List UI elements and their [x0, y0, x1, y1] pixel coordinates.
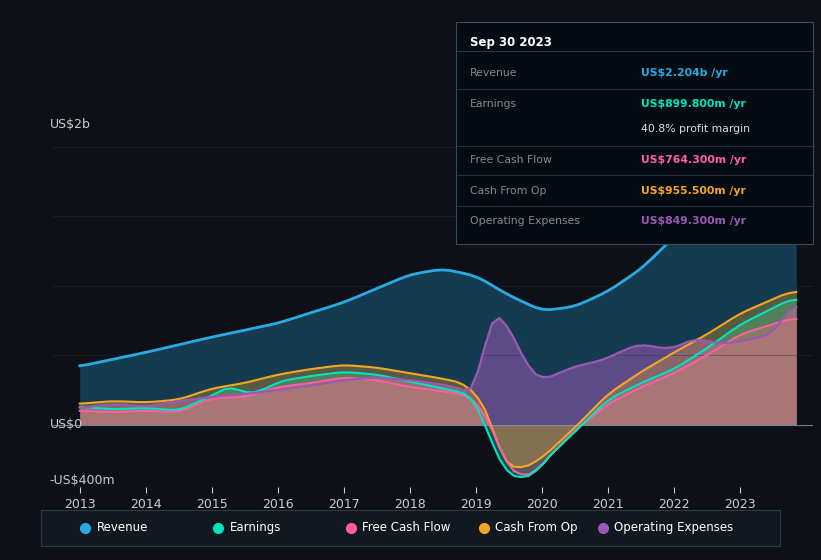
Text: US$2b: US$2b: [49, 118, 90, 131]
Text: Free Cash Flow: Free Cash Flow: [470, 155, 552, 165]
Text: Revenue: Revenue: [470, 68, 517, 78]
Text: US$899.800m /yr: US$899.800m /yr: [641, 99, 746, 109]
Text: Earnings: Earnings: [470, 99, 517, 109]
Text: Revenue: Revenue: [97, 521, 148, 534]
Text: Operating Expenses: Operating Expenses: [470, 217, 580, 226]
Text: US$955.500m /yr: US$955.500m /yr: [641, 185, 746, 195]
Text: Free Cash Flow: Free Cash Flow: [363, 521, 451, 534]
Text: Cash From Op: Cash From Op: [496, 521, 578, 534]
Text: Earnings: Earnings: [230, 521, 281, 534]
Text: US$2.204b /yr: US$2.204b /yr: [641, 68, 728, 78]
Text: US$764.300m /yr: US$764.300m /yr: [641, 155, 747, 165]
Text: Sep 30 2023: Sep 30 2023: [470, 36, 552, 49]
Text: -US$400m: -US$400m: [49, 474, 115, 487]
Text: US$849.300m /yr: US$849.300m /yr: [641, 217, 746, 226]
Text: 40.8% profit margin: 40.8% profit margin: [641, 124, 750, 134]
Text: US$0: US$0: [49, 418, 83, 431]
Text: Cash From Op: Cash From Op: [470, 185, 547, 195]
Text: Operating Expenses: Operating Expenses: [613, 521, 733, 534]
